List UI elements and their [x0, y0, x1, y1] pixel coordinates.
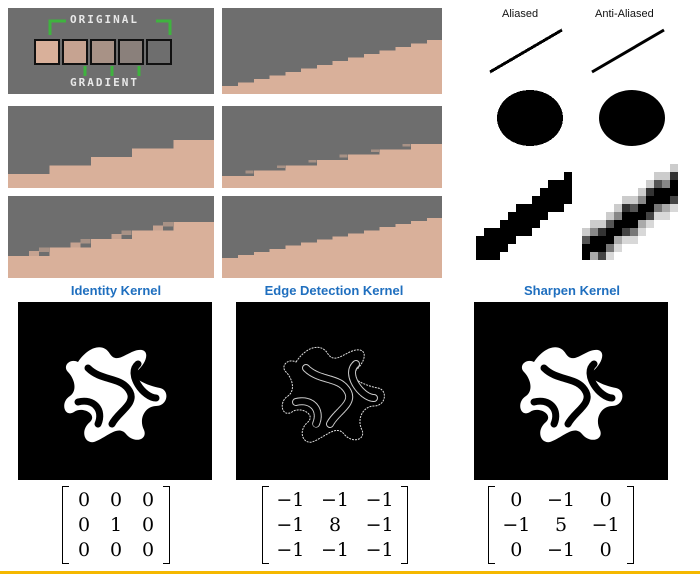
matrix-cell: 8 — [328, 514, 342, 536]
matrix-cell: −1 — [276, 489, 305, 511]
edge-detection-kernel-title: Edge Detection Kernel — [264, 283, 404, 298]
identity-kernel-title: Identity Kernel — [70, 283, 162, 298]
aliased-circle — [497, 90, 563, 146]
edge-detection-kernel-matrix: −1 −1 −1 −1 8 −1 −1 −1 −1 — [262, 486, 408, 564]
matrix-cell: −1 — [365, 514, 394, 536]
anti-aliased-label: Anti-Aliased — [595, 8, 654, 20]
legend-original-label: ORIGINAL — [70, 13, 139, 26]
gradient-swatch — [118, 39, 144, 65]
matrix-cell: 0 — [77, 539, 91, 561]
matrix-right-bracket — [627, 486, 634, 564]
bottom-rule — [0, 571, 700, 574]
matrix-right-bracket — [163, 486, 170, 564]
legend-frame — [48, 19, 172, 76]
matrix-cell: 5 — [554, 514, 568, 536]
legend-gradient-label: GRADIENT — [70, 76, 139, 89]
matrix-cell: 0 — [109, 539, 123, 561]
matrix-cell: 0 — [141, 489, 155, 511]
identity-kernel-image — [18, 302, 212, 480]
gradient-swatch — [34, 39, 60, 65]
matrix-cell: −1 — [502, 514, 531, 536]
matrix-cell: −1 — [365, 539, 394, 561]
matrix-cell: 0 — [141, 514, 155, 536]
sharpen-kernel-matrix: 0 −1 0 −1 5 −1 0 −1 0 — [488, 486, 634, 564]
matrix-cell: −1 — [591, 514, 620, 536]
aliased-line — [489, 28, 563, 74]
staircase-panel-3 — [222, 106, 442, 188]
matrix-cell: −1 — [276, 514, 305, 536]
matrix-left-bracket — [262, 486, 269, 564]
gradient-swatch — [90, 39, 116, 65]
anti-aliased-pixel-stroke — [582, 164, 678, 260]
staircase-panel-4 — [8, 196, 214, 278]
edge-detection-kernel-image — [236, 302, 430, 480]
matrix-right-bracket — [401, 486, 408, 564]
gradient-swatch — [62, 39, 88, 65]
matrix-cell: −1 — [365, 489, 394, 511]
sharpen-kernel-image — [474, 302, 668, 480]
matrix-cell: −1 — [320, 539, 349, 561]
matrix-cell: 0 — [109, 489, 123, 511]
matrix-cell: −1 — [546, 539, 575, 561]
gradient-legend-panel: ORIGINAL GRADIENT — [8, 8, 214, 94]
aliased-label: Aliased — [502, 8, 539, 20]
matrix-cell: 1 — [109, 514, 123, 536]
gradient-swatch — [146, 39, 172, 65]
staircase-panel-1 — [222, 8, 442, 94]
matrix-cell: 0 — [77, 489, 91, 511]
matrix-cell: 0 — [510, 539, 523, 561]
matrix-cell: 0 — [141, 539, 155, 561]
matrix-left-bracket — [488, 486, 495, 564]
matrix-cell: 0 — [510, 489, 523, 511]
matrix-cell: −1 — [546, 489, 575, 511]
anti-aliased-line — [591, 28, 665, 74]
staircase-panel-2 — [8, 106, 214, 188]
matrix-cell: −1 — [320, 489, 349, 511]
sharpen-kernel-title: Sharpen Kernel — [523, 283, 621, 298]
matrix-left-bracket — [62, 486, 69, 564]
matrix-cell: 0 — [599, 539, 612, 561]
anti-aliased-circle — [599, 90, 665, 146]
staircase-panel-5 — [222, 196, 442, 278]
matrix-cell: 0 — [599, 489, 612, 511]
matrix-cell: 0 — [77, 514, 91, 536]
aliased-pixel-stroke — [476, 172, 572, 260]
matrix-cell: −1 — [276, 539, 305, 561]
